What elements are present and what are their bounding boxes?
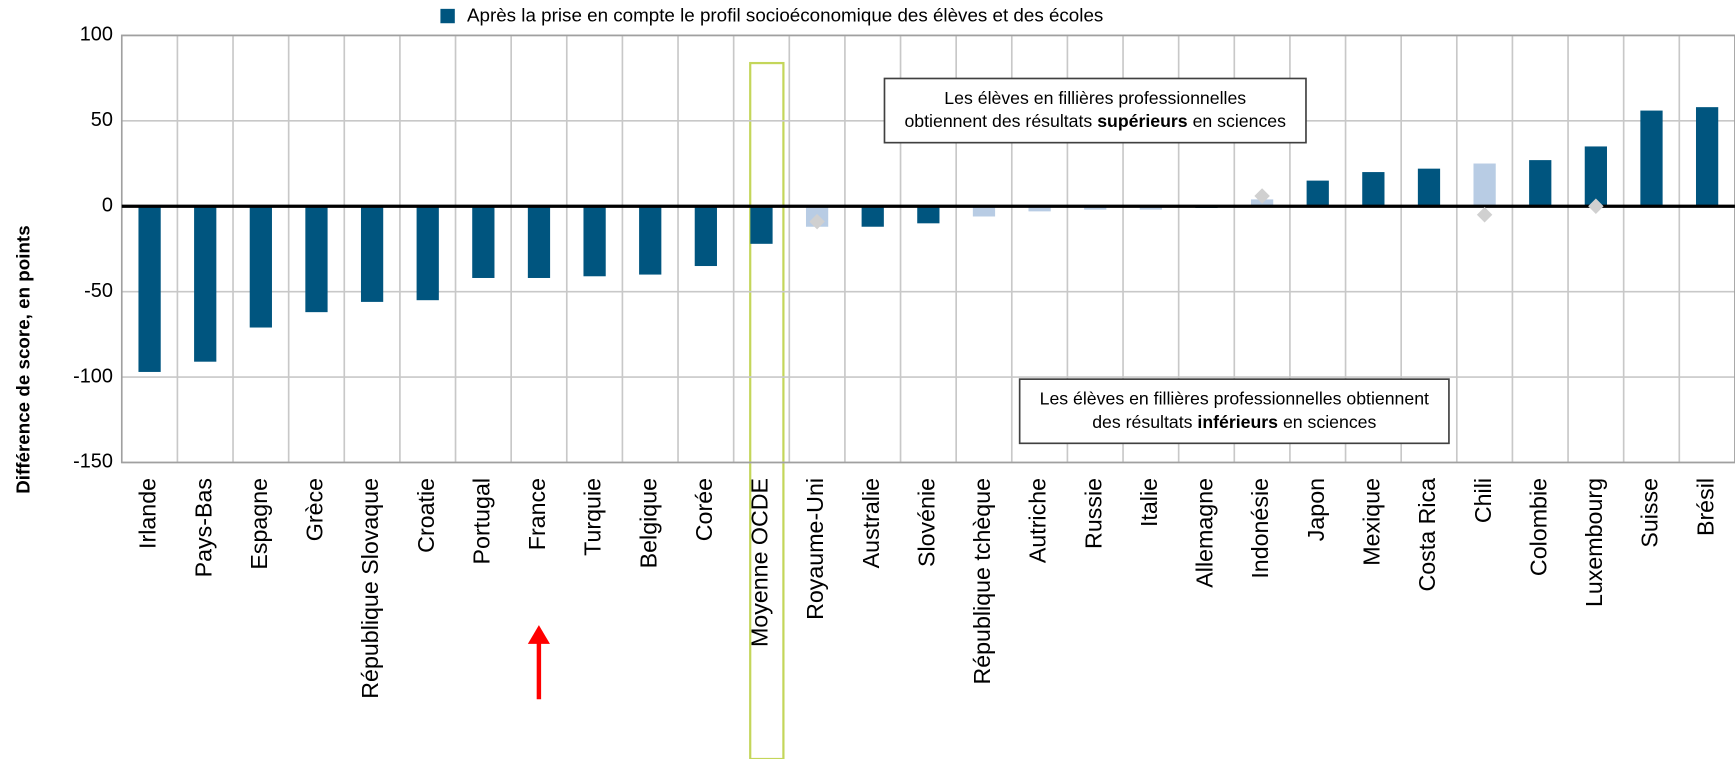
x-tick-label: Turquie	[580, 478, 606, 556]
highlight-box	[749, 61, 785, 759]
y-axis-title: Différence de score, en points	[12, 225, 33, 493]
annotation-text: des résultats inférieurs en sciences	[1092, 412, 1376, 432]
bar	[1139, 206, 1162, 210]
bar	[416, 206, 439, 301]
y-tick-label: 0	[102, 195, 113, 217]
annotation-segment: supérieurs	[1097, 111, 1188, 131]
x-tick-label: Irlande	[135, 478, 161, 549]
annotation-segment: obtiennent des résultats	[904, 111, 1097, 131]
annotation-text: Les élèves en fillières professionnelles	[944, 88, 1246, 108]
annotation-segment: Les élèves en fillières professionnelles	[944, 88, 1246, 108]
bar	[1529, 160, 1552, 207]
x-tick-label: Allemagne	[1192, 478, 1218, 588]
x-tick-label: Chili	[1470, 478, 1496, 523]
annotation-segment: Les élèves en fillières professionnelles…	[1040, 388, 1429, 408]
x-tick-label: Luxembourg	[1581, 478, 1607, 607]
annotation-segment: inférieurs	[1197, 412, 1278, 432]
bar	[917, 206, 940, 224]
bar	[305, 206, 328, 313]
bar	[138, 206, 161, 372]
x-tick-label: Russie	[1080, 478, 1106, 549]
x-tick-label: Belgique	[635, 478, 661, 568]
x-tick-label: Corée	[691, 478, 717, 541]
bar	[527, 206, 551, 278]
x-tick-label: Colombie	[1525, 478, 1551, 576]
x-tick-label: Indonésie	[1247, 478, 1273, 579]
x-tick-label: République tchèque	[969, 478, 995, 685]
bar	[694, 206, 717, 267]
bar	[583, 206, 606, 277]
bar	[639, 206, 662, 275]
diamond-marker	[1476, 207, 1493, 223]
bar	[194, 206, 217, 362]
bar	[750, 206, 773, 244]
annotation-segment: en sciences	[1188, 111, 1286, 131]
diamond-marker	[1254, 188, 1270, 204]
bar	[1028, 206, 1051, 212]
x-tick-label: Italie	[1136, 478, 1162, 527]
y-tick-label: -100	[73, 365, 113, 387]
bar	[1640, 110, 1663, 207]
x-tick-label: Brésil	[1692, 478, 1718, 536]
bar	[1695, 107, 1719, 207]
y-tick-label: 100	[80, 24, 113, 46]
legend-label: Après la prise en compte le profil socio…	[467, 5, 1103, 26]
red-arrow	[527, 625, 550, 700]
bar	[1473, 163, 1496, 207]
x-tick-label: Croatie	[413, 478, 439, 553]
x-tick-label: France	[524, 478, 550, 550]
x-tick-label: Costa Rica	[1414, 478, 1440, 592]
x-tick-label: Australie	[858, 478, 884, 568]
bar	[1362, 172, 1385, 207]
y-tick-label: 50	[91, 109, 113, 131]
x-tick-label: Grèce	[302, 478, 328, 541]
legend-swatch	[440, 8, 455, 24]
bar	[1584, 146, 1607, 207]
x-tick-label: Mexique	[1359, 478, 1385, 566]
x-tick-label: Royaume-Uni	[802, 478, 828, 620]
bar	[1306, 180, 1329, 207]
annotation-segment: en sciences	[1278, 412, 1376, 432]
annotation: Les élèves en fillières professionnelles…	[883, 77, 1307, 144]
bar	[1417, 168, 1441, 207]
y-tick-label: -150	[73, 451, 113, 473]
bar	[861, 206, 884, 227]
annotation: Les élèves en fillières professionnelles…	[1018, 378, 1450, 445]
x-tick-label: Autriche	[1025, 478, 1051, 563]
y-tick-label: -50	[84, 280, 113, 302]
annotation-segment: des résultats	[1092, 412, 1197, 432]
bar	[360, 206, 384, 302]
bar	[472, 206, 495, 278]
bar	[249, 206, 272, 328]
x-tick-label: République Slovaque	[357, 478, 383, 699]
annotation-box	[1018, 378, 1450, 445]
x-tick-label: Moyenne OCDE	[747, 478, 773, 647]
x-tick-label: Espagne	[246, 478, 272, 570]
x-tick-label: Slovénie	[913, 478, 939, 567]
annotation-text: Les élèves en fillières professionnelles…	[1040, 388, 1429, 408]
x-tick-label: Suisse	[1637, 478, 1663, 548]
x-tick-label: Japon	[1303, 478, 1329, 541]
bar	[972, 206, 996, 217]
x-tick-label: Portugal	[468, 478, 494, 564]
x-tick-label: Pays-Bas	[190, 478, 216, 577]
annotation-box	[883, 77, 1307, 144]
bar	[1084, 206, 1107, 210]
annotation-text: obtiennent des résultats supérieurs en s…	[904, 111, 1286, 131]
